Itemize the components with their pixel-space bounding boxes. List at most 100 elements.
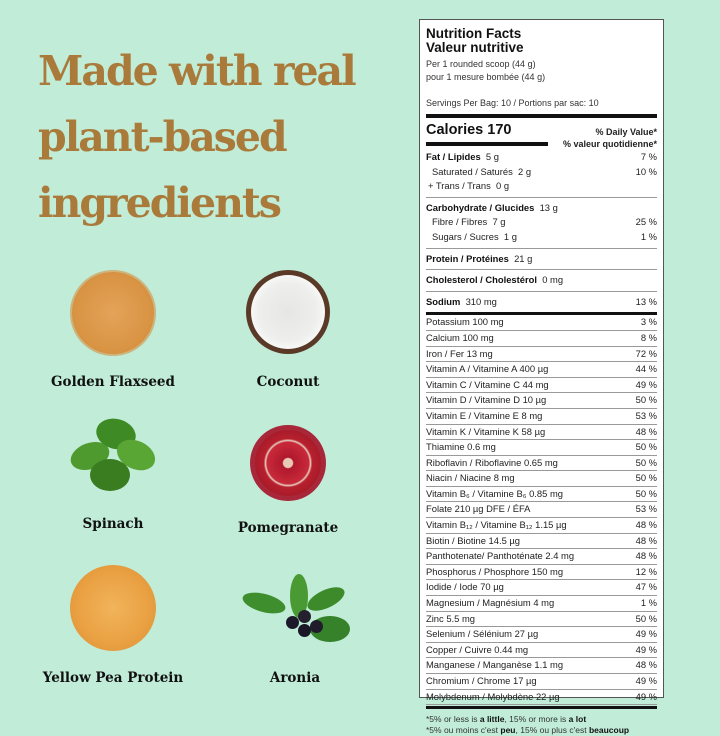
- nutrient-dv: 48 %: [635, 659, 657, 671]
- micronutrient-row: Thiamine 0.6 mg 50 %: [426, 440, 657, 456]
- cholesterol-row: Cholesterol / Cholestérol 0 mg: [426, 273, 657, 288]
- nutrient-name: Calcium 100 mg: [426, 331, 494, 343]
- ingredient-coconut: Coconut: [198, 270, 378, 390]
- nutrient-name: Iron / Fer 13 mg: [426, 347, 493, 359]
- nutrient-dv: 44 %: [635, 363, 657, 375]
- divider: [426, 312, 657, 316]
- daily-value-en: % Daily Value*: [595, 127, 657, 137]
- nutrient-name: Saturated / Saturés: [432, 165, 513, 177]
- nutrient-dv: 8 %: [640, 331, 657, 343]
- nutrient-dv: 72 %: [635, 347, 657, 359]
- footnote-fr: *5% ou moins c'est peu, 15% ou plus c'es…: [426, 725, 630, 736]
- micronutrient-row: Vitamin C / Vitamine C 44 mg 49 %: [426, 378, 657, 394]
- trans-row: + Trans / Trans 0 g: [426, 179, 657, 194]
- nutrient-name: Vitamin B₆ / Vitamine B₆ 0.85 mg: [426, 487, 563, 499]
- micronutrient-row: Magnesium / Magnésium 4 mg 1 %: [426, 596, 657, 612]
- nutrient-name: Vitamin B₁₂ / Vitamine B₁₂ 1.15 µg: [426, 519, 567, 531]
- ingredient-label: Yellow Pea Protein: [42, 670, 184, 686]
- ingredient-label: Golden Flaxseed: [51, 374, 175, 390]
- ingredient-yellow-pea: Yellow Pea Protein: [23, 565, 203, 686]
- nutrient-dv: 47 %: [635, 581, 657, 593]
- micronutrient-row: Phosphorus / Phosphore 150 mg 12 %: [426, 565, 657, 581]
- nutrient-name: Potassium 100 mg: [426, 316, 504, 328]
- divider: [426, 114, 657, 118]
- nutrient-name: Chromium / Chrome 17 µg: [426, 675, 537, 686]
- nutrient-name: Thiamine 0.6 mg: [426, 441, 496, 453]
- headline-line-3: ingredients: [38, 179, 282, 227]
- micronutrient-row: Selenium / Sélénium 27 µg 49 %: [426, 627, 657, 643]
- protein-row: Protein / Protéines 21 g: [426, 252, 657, 267]
- micronutrient-row: Potassium 100 mg 3 %: [426, 315, 657, 331]
- nutrient-name: Molybdenum / Molybdène 22 µg: [426, 690, 560, 702]
- servings-per-bag: Servings Per Bag: 10 / Portions par sac:…: [426, 98, 599, 108]
- nutrient-name: Phosphorus / Phosphore 150 mg: [426, 565, 564, 577]
- headline-line-1: Made with real: [38, 47, 357, 95]
- nutrient-dv: 50 %: [635, 487, 657, 499]
- micronutrient-row: Biotin / Biotine 14.5 µg 48 %: [426, 534, 657, 550]
- nutrient-name: Panthotenate/ Panthoténate 2.4 mg: [426, 550, 575, 562]
- nutrient-dv: 50 %: [635, 456, 657, 468]
- micronutrient-row: Molybdenum / Molybdène 22 µg 49 %: [426, 690, 657, 706]
- ingredient-label: Spinach: [82, 516, 144, 532]
- divider: [426, 706, 657, 710]
- nutrient-name: Copper / Cuivre 0.44 mg: [426, 643, 529, 655]
- sodium-row: Sodium 310 mg 13 %: [426, 295, 657, 310]
- nutrient-name: Fibre / Fibres: [432, 216, 488, 228]
- nutrient-name: Cholesterol / Cholestérol: [426, 274, 537, 286]
- nutrient-amount: 0 mg: [542, 274, 564, 286]
- micronutrient-row: Folate 210 µg DFE / ÉFA 53 %: [426, 502, 657, 519]
- nutrient-dv: 25 %: [635, 216, 657, 228]
- yellow-pea-pile-icon: [70, 565, 156, 651]
- nutrient-dv: 50 %: [635, 472, 657, 484]
- nutrition-title-en: Nutrition Facts: [426, 26, 522, 41]
- nutrient-amount: 1 g: [503, 230, 517, 242]
- nutrient-dv: 49 %: [635, 643, 657, 655]
- fat-row: Fat / Lipides 5 g 7 %: [426, 150, 657, 165]
- serving-size-en: Per 1 rounded scoop (44 g): [426, 59, 536, 69]
- nutrient-amount: 21 g: [514, 252, 533, 264]
- pomegranate-half-icon: [250, 425, 326, 501]
- nutrient-dv: 1 %: [640, 597, 657, 609]
- nutrient-amount: 5 g: [485, 151, 499, 162]
- micronutrient-row: Riboflavin / Riboflavine 0.65 mg 50 %: [426, 456, 657, 472]
- nutrient-name: Magnesium / Magnésium 4 mg: [426, 597, 555, 609]
- nutrient-name: Riboflavin / Riboflavine 0.65 mg: [426, 456, 558, 468]
- nutrition-title-fr: Valeur nutritive: [426, 40, 524, 55]
- fibre-row: Fibre / Fibres 7 g 25 %: [426, 215, 657, 230]
- calories-row: Calories 170 % Daily Value* % valeur quo…: [426, 122, 657, 150]
- nutrient-amount: 7 g: [492, 216, 506, 228]
- nutrient-dv: 49 %: [635, 378, 657, 390]
- ingredient-label: Aronia: [269, 670, 321, 686]
- nutrient-dv: 50 %: [635, 394, 657, 406]
- nutrient-name: Fat / Lipides: [426, 151, 481, 162]
- nutrient-dv: 48 %: [635, 534, 657, 546]
- nutrient-name: Vitamin K / Vitamine K 58 µg: [426, 425, 546, 437]
- flaxseed-pile-icon: [70, 270, 156, 356]
- nutrient-dv: 50 %: [635, 612, 657, 624]
- micronutrient-row: Chromium / Chrome 17 µg 49 %: [426, 674, 657, 690]
- nutrient-name: Folate 210 µg DFE / ÉFA: [426, 503, 531, 515]
- micronutrient-row: Vitamin E / Vitamine E 8 mg 53 %: [426, 409, 657, 425]
- nutrient-dv: 48 %: [635, 550, 657, 562]
- calories: Calories 170: [426, 122, 512, 138]
- nutrient-name: Sodium: [426, 295, 461, 307]
- nutrient-dv: 13 %: [635, 295, 657, 307]
- nutrient-dv: 49 %: [635, 675, 657, 686]
- micronutrient-row: Vitamin B₁₂ / Vitamine B₁₂ 1.15 µg 48 %: [426, 518, 657, 534]
- micronutrient-row: Vitamin A / Vitamine A 400 µg 44 %: [426, 362, 657, 378]
- nutrient-dv: 7 %: [640, 151, 657, 162]
- sugars-row: Sugars / Sucres 1 g 1 %: [426, 230, 657, 245]
- nutrient-name: Vitamin C / Vitamine C 44 mg: [426, 378, 549, 390]
- footnote-en: *5% or less is a little, 15% or more is …: [426, 714, 587, 725]
- daily-value-fr: % valeur quotidienne*: [562, 139, 657, 149]
- saturated-row: Saturated / Saturés 2 g 10 %: [426, 165, 657, 180]
- headline: Made with real plant-based ingredients: [38, 38, 357, 236]
- carbohydrate-row: Carbohydrate / Glucides 13 g: [426, 201, 657, 216]
- nutrient-amount: 310 mg: [465, 295, 497, 307]
- nutrient-name: Vitamin E / Vitamine E 8 mg: [426, 409, 543, 421]
- nutrient-name: Vitamin D / Vitamine D 10 µg: [426, 394, 547, 406]
- nutrient-amount: 0 g: [496, 180, 510, 192]
- aronia-berries-icon: [240, 572, 350, 650]
- micronutrient-row: Vitamin B₆ / Vitamine B₆ 0.85 mg 50 %: [426, 487, 657, 503]
- nutrient-name: + Trans / Trans: [428, 180, 491, 192]
